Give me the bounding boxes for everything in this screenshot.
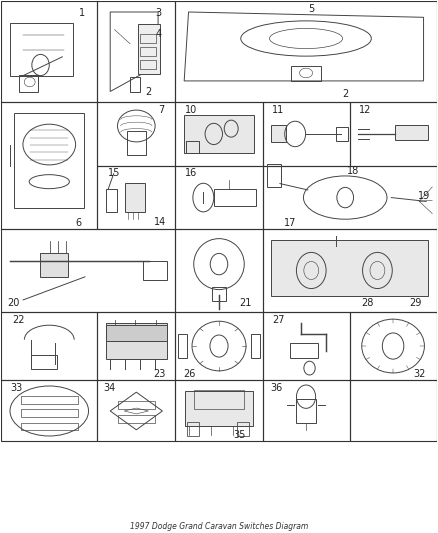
Bar <box>97 312 176 381</box>
Text: 2: 2 <box>145 87 151 97</box>
Bar <box>140 60 156 69</box>
Bar <box>237 422 249 436</box>
Bar <box>40 253 67 277</box>
Bar <box>184 115 254 152</box>
Bar <box>267 165 281 187</box>
Bar <box>297 399 316 423</box>
Bar <box>21 423 78 431</box>
Bar <box>106 189 117 213</box>
Text: 10: 10 <box>185 105 197 115</box>
Text: 35: 35 <box>234 430 246 440</box>
Text: 1: 1 <box>79 9 85 19</box>
Bar <box>125 183 145 213</box>
Bar <box>127 131 146 155</box>
Text: 2: 2 <box>342 89 348 99</box>
Bar <box>97 102 176 166</box>
Bar <box>138 23 160 74</box>
Bar <box>117 415 155 423</box>
Text: 18: 18 <box>347 166 359 176</box>
Bar <box>140 47 156 56</box>
Bar <box>130 77 140 92</box>
Bar <box>1 2 97 102</box>
Bar <box>176 102 262 166</box>
Text: 22: 22 <box>12 315 25 325</box>
Bar <box>106 325 167 341</box>
Text: 16: 16 <box>185 168 197 179</box>
Bar <box>106 324 167 359</box>
Text: 23: 23 <box>154 369 166 378</box>
Text: 20: 20 <box>7 298 20 309</box>
Bar <box>251 334 260 358</box>
Bar <box>291 66 321 81</box>
Bar <box>350 312 437 381</box>
Text: 17: 17 <box>284 218 297 228</box>
Polygon shape <box>271 125 286 142</box>
Text: 7: 7 <box>158 105 165 115</box>
Text: 26: 26 <box>183 369 196 378</box>
Bar <box>143 262 167 280</box>
Bar <box>336 127 348 141</box>
Bar <box>290 343 318 358</box>
Text: 21: 21 <box>239 298 251 309</box>
Bar <box>176 381 262 441</box>
Text: 4: 4 <box>155 29 161 38</box>
Text: 12: 12 <box>359 105 371 115</box>
Bar <box>21 409 78 417</box>
Bar <box>176 229 262 312</box>
Bar <box>21 395 78 403</box>
Bar <box>1 381 97 441</box>
Bar <box>117 401 155 409</box>
Bar <box>262 102 350 166</box>
Bar <box>1 229 176 312</box>
Bar <box>262 229 437 312</box>
Bar <box>271 240 428 296</box>
Text: 32: 32 <box>413 369 425 378</box>
Bar <box>97 166 176 229</box>
Bar <box>262 381 350 441</box>
Bar <box>176 312 262 381</box>
Bar <box>1 312 97 381</box>
Text: 29: 29 <box>410 298 422 309</box>
Text: 11: 11 <box>272 105 284 115</box>
Text: 34: 34 <box>103 383 116 393</box>
Bar <box>178 334 187 358</box>
Bar <box>350 381 437 441</box>
Bar <box>262 312 350 381</box>
Text: 36: 36 <box>270 383 283 393</box>
Bar <box>19 75 39 92</box>
Bar <box>212 287 226 301</box>
Text: 33: 33 <box>11 383 23 393</box>
Text: 3: 3 <box>155 9 161 19</box>
Text: 28: 28 <box>361 298 373 309</box>
Text: 27: 27 <box>272 315 284 325</box>
Text: 14: 14 <box>154 217 166 227</box>
Bar <box>187 422 199 436</box>
Bar <box>176 166 262 229</box>
Text: 19: 19 <box>418 191 431 201</box>
Bar <box>262 166 437 229</box>
Bar <box>97 381 176 441</box>
Bar <box>1 102 97 229</box>
Bar <box>97 2 176 102</box>
Bar <box>214 189 255 206</box>
Text: 6: 6 <box>75 218 81 228</box>
Bar <box>185 391 253 425</box>
Text: 1997 Dodge Grand Caravan Switches Diagram: 1997 Dodge Grand Caravan Switches Diagra… <box>130 522 308 530</box>
Bar <box>395 125 428 140</box>
Bar <box>350 102 437 166</box>
Bar <box>31 354 57 369</box>
Text: 5: 5 <box>308 4 314 14</box>
Bar <box>194 390 244 409</box>
Bar <box>186 141 198 152</box>
Bar <box>140 34 156 43</box>
Bar <box>176 2 437 102</box>
Text: 15: 15 <box>108 168 120 179</box>
